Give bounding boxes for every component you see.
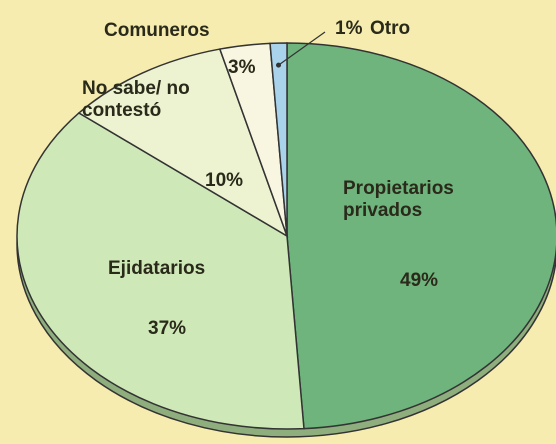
leader-line <box>278 31 326 66</box>
category-label: Otro <box>370 18 411 39</box>
value-label: 10% <box>205 170 244 191</box>
pie-slice <box>77 48 289 238</box>
pie-slice <box>286 42 556 430</box>
category-label: Ejidatarios <box>108 258 206 279</box>
value-label: 49% <box>400 270 439 291</box>
value-label: 1% <box>335 18 363 39</box>
category-label: Propietarios privados <box>343 178 454 221</box>
leader-dot <box>276 62 282 68</box>
pie-slice <box>16 112 305 430</box>
value-label: 37% <box>148 318 187 339</box>
pie-slice <box>269 42 288 237</box>
value-label: 3% <box>228 57 256 78</box>
category-label: No sabe/ no contestó <box>82 78 190 121</box>
category-label: Comuneros <box>104 20 210 41</box>
